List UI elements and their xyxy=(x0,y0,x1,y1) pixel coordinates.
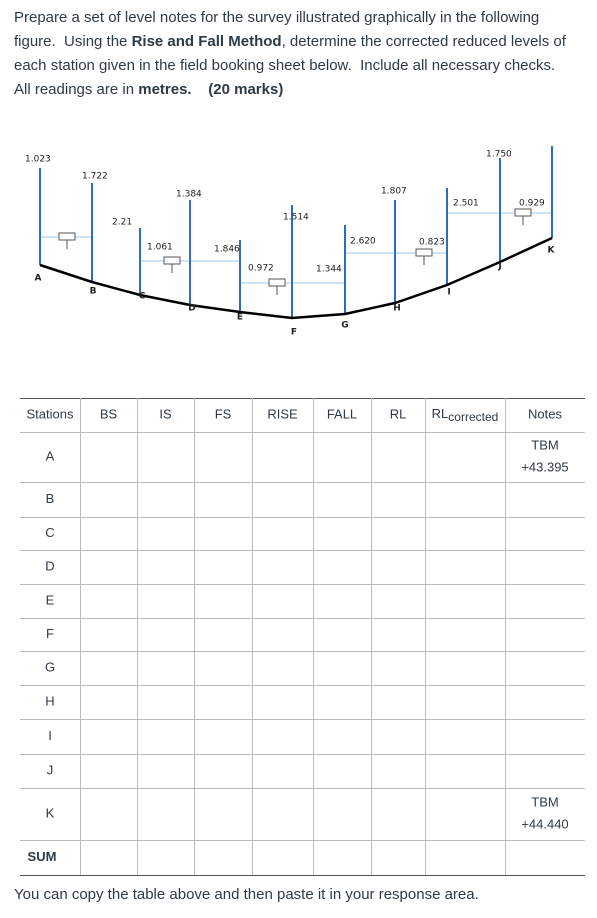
header-cell: BS xyxy=(100,406,118,421)
table: Stations BS IS FS RISE FALL RL RLcorrected Notes… xyxy=(20,398,585,876)
station-cell: B xyxy=(46,491,55,506)
reading-label: 1.750 xyxy=(486,150,512,160)
station-cell: J xyxy=(47,762,54,777)
station-label: E xyxy=(237,313,243,323)
station-cell: D xyxy=(45,558,54,573)
header-sub: corrected xyxy=(448,410,498,424)
header-cell: Notes xyxy=(528,406,562,421)
level-instrument xyxy=(163,256,181,265)
station-label: H xyxy=(393,304,401,314)
station-label: K xyxy=(548,246,556,256)
ground xyxy=(39,236,553,320)
reading-label: 0.929 xyxy=(519,199,545,209)
station-label: D xyxy=(188,304,195,314)
reading-label: 1.384 xyxy=(176,190,202,200)
level-instrument xyxy=(268,278,286,287)
header-cell: RL xyxy=(390,406,407,421)
station-label: C xyxy=(139,292,146,302)
header-cell: RISE xyxy=(267,406,298,421)
reading-label: 2.21 xyxy=(112,218,132,228)
note-cell: TBM xyxy=(531,437,558,452)
question: Prepare a set of level notes for the sur… xyxy=(14,6,579,102)
reading-label: 1.023 xyxy=(25,155,51,165)
note-cell: +43.395 xyxy=(521,459,568,474)
reading-label: 1.061 xyxy=(147,243,173,253)
question-text: , determine the corrected reduced levels… xyxy=(14,33,571,98)
header-cell: IS xyxy=(159,406,172,421)
question-text: Rise and Fall Method xyxy=(131,33,282,50)
header-cell: RLcorrected xyxy=(432,406,499,424)
header-cell: Stations xyxy=(27,406,74,421)
reading-label: 0.823 xyxy=(419,238,445,248)
question-text: (20 marks) xyxy=(191,81,284,98)
station-cell: E xyxy=(46,592,55,607)
station-label: J xyxy=(497,262,501,272)
header-main: RL xyxy=(432,406,449,421)
figure: 1.023 1.722 2.21 1.061 1.384 1.846 0.972 1.514 1… xyxy=(25,146,556,338)
station-cell: G xyxy=(45,659,55,674)
station-cell: F xyxy=(46,626,54,641)
reading-label: 1.344 xyxy=(316,265,342,275)
level-instrument xyxy=(415,248,433,257)
station-label: A xyxy=(35,274,42,284)
station-label: I xyxy=(447,288,450,298)
reading-label: 2.620 xyxy=(350,237,376,247)
level-instrument xyxy=(58,232,76,241)
station-cell: H xyxy=(45,693,54,708)
station-label: F xyxy=(291,328,297,338)
level-instrument xyxy=(514,208,532,217)
note-cell: +44.440 xyxy=(521,816,568,831)
station-cell: C xyxy=(45,525,54,540)
reading-label: 1.722 xyxy=(82,172,108,182)
reading-label: 1.846 xyxy=(214,245,240,255)
note-cell: TBM xyxy=(531,794,558,809)
header-cell: FS xyxy=(215,406,232,421)
question-text: Prepare a set of level notes for the sur… xyxy=(14,9,544,50)
reading-label: 1.514 xyxy=(283,213,309,223)
reading-label: 2.501 xyxy=(453,199,479,209)
footer-note: You can copy the table above and then pa… xyxy=(14,886,479,903)
station-cell: SUM xyxy=(28,849,57,864)
reading-label: 1.807 xyxy=(381,187,407,197)
question-text: metres. xyxy=(138,81,192,98)
station-label: B xyxy=(90,287,97,297)
header-cell: FALL xyxy=(327,406,357,421)
reading-label: 0.972 xyxy=(248,264,274,274)
station-label: G xyxy=(341,321,348,331)
station-cell: I xyxy=(48,728,52,743)
station-cell: K xyxy=(46,805,55,820)
station-cell: A xyxy=(46,448,55,463)
